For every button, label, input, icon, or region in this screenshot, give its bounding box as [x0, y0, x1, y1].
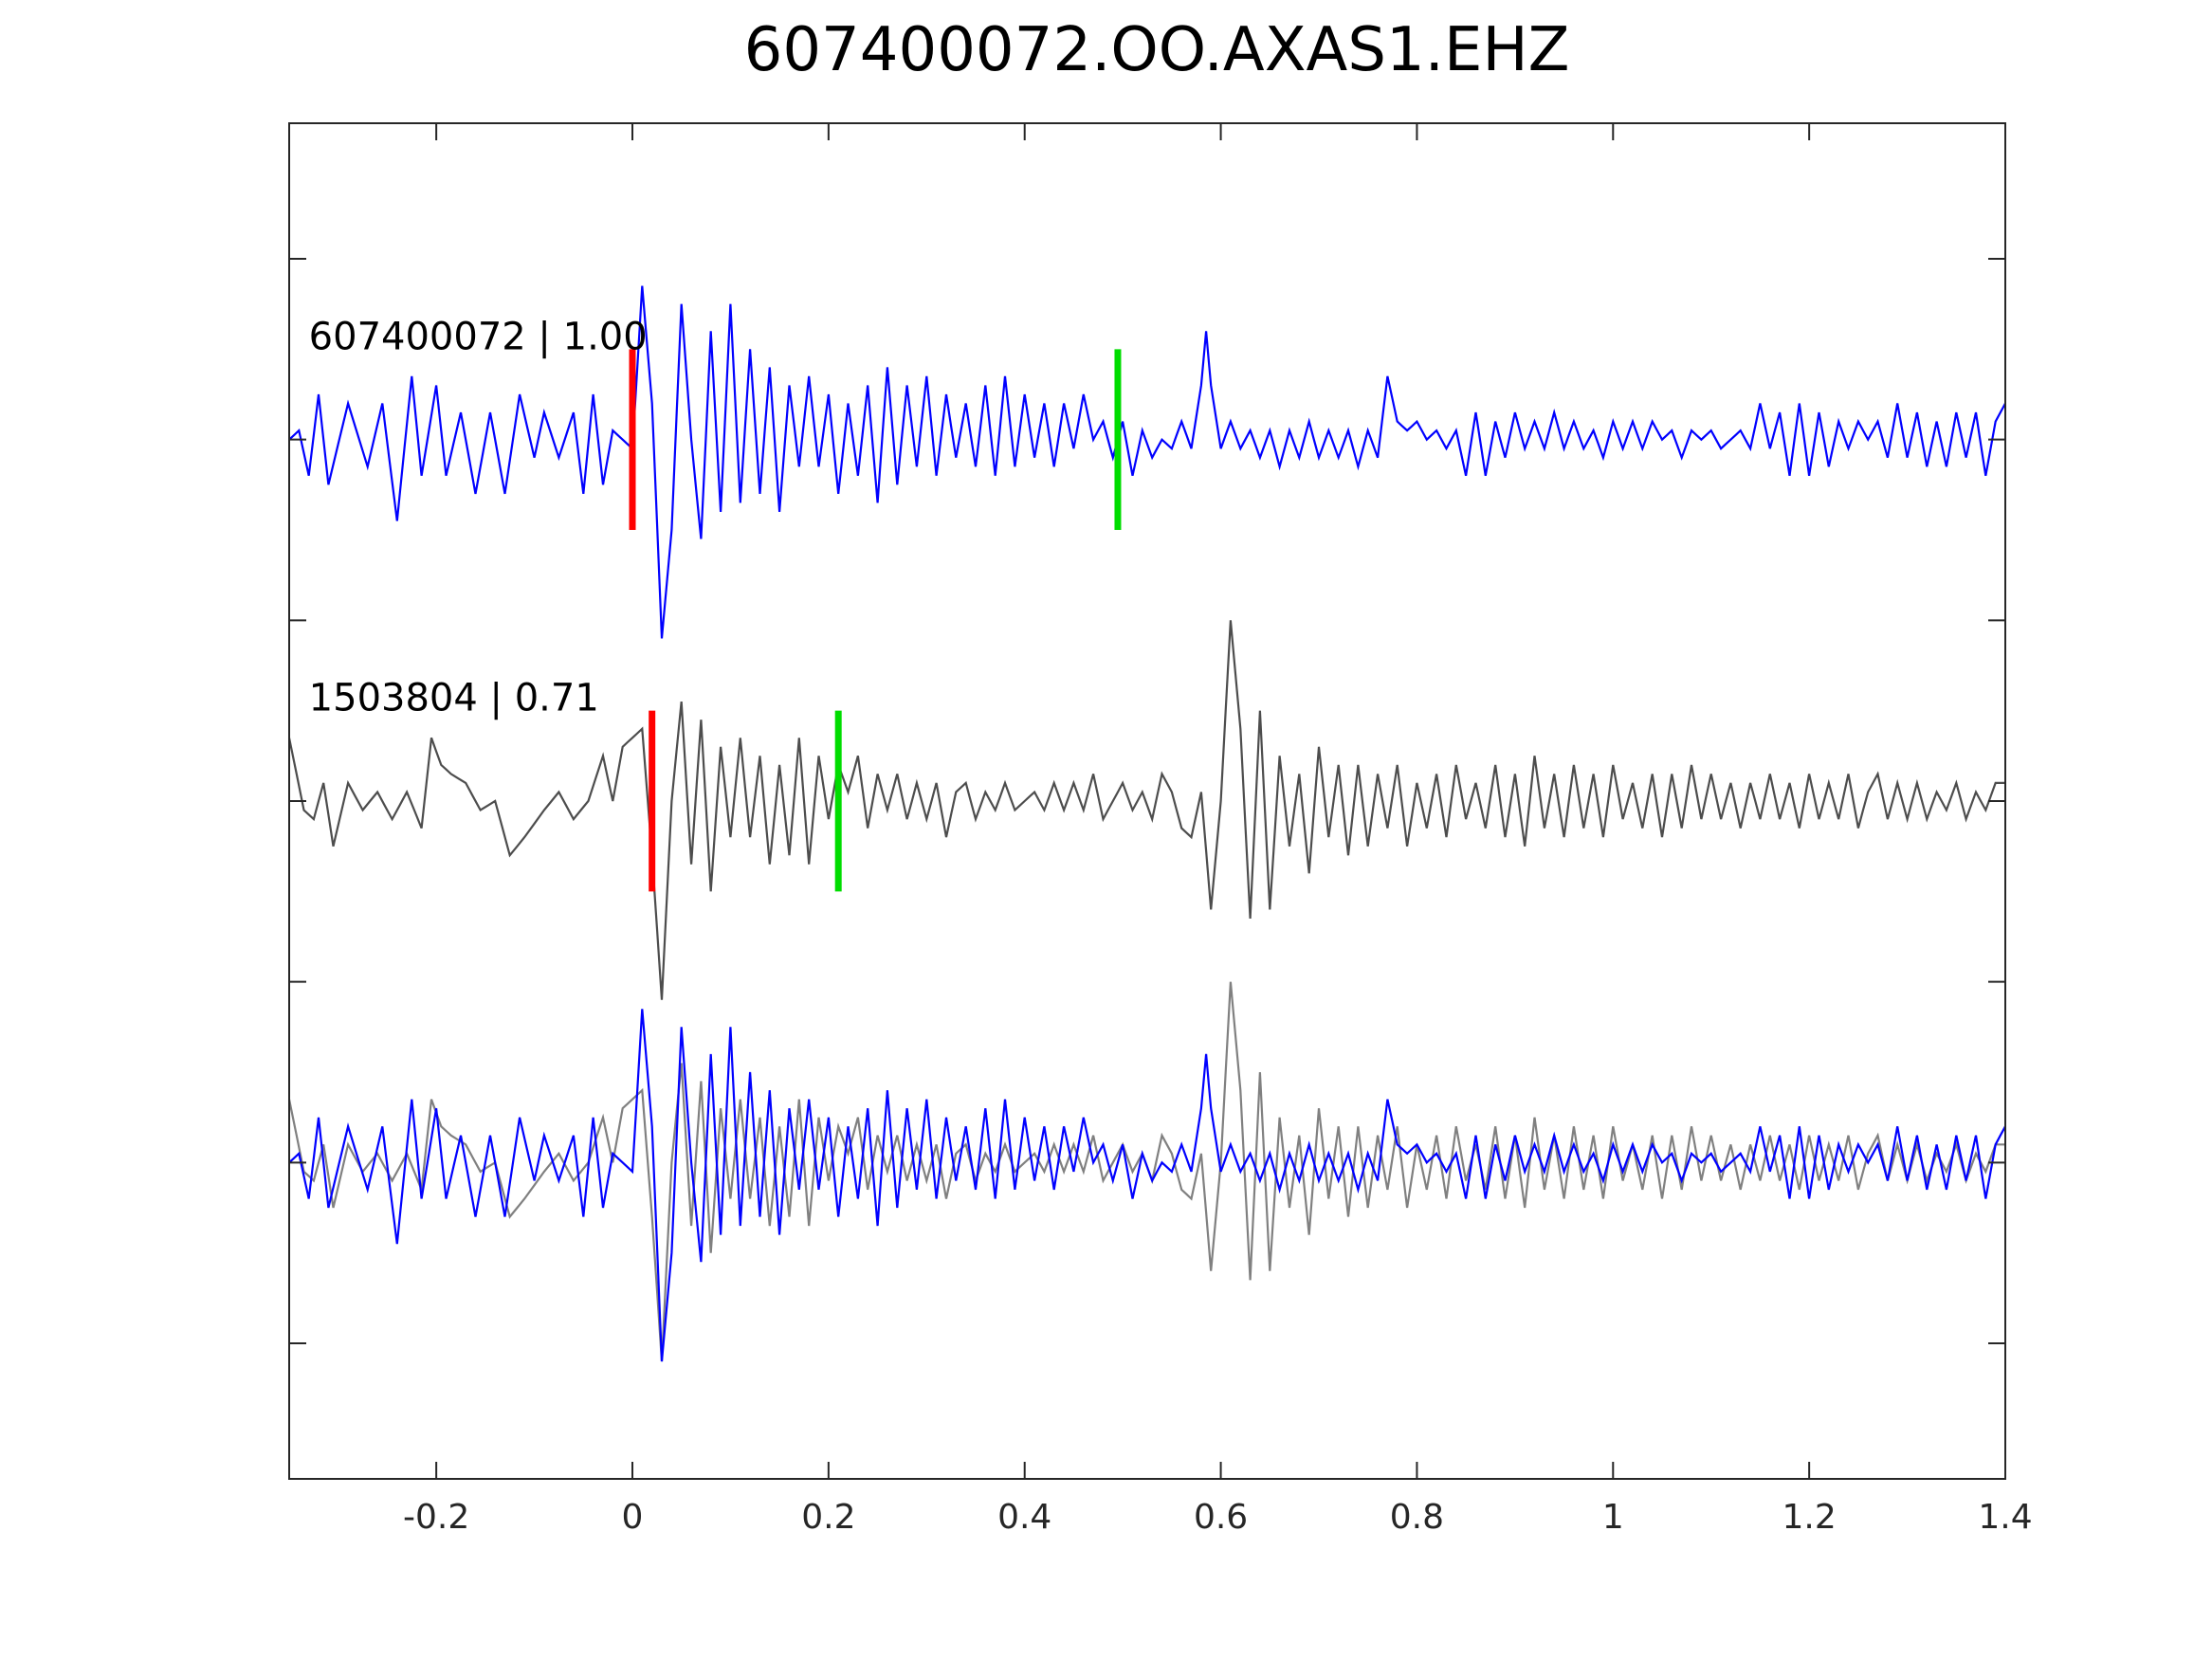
- overlay-template-waveform: [288, 1009, 2006, 1362]
- x-tick-label: 1: [1602, 1498, 1624, 1537]
- trace-waveform-0: [288, 285, 2006, 639]
- x-tick-label: 1.4: [1978, 1498, 2032, 1537]
- x-tick-label: -0.2: [403, 1498, 469, 1537]
- y-axis: [289, 258, 2005, 1344]
- x-tick-label: 0.2: [801, 1498, 855, 1537]
- plot-area: 607400072 | 1.00 1503804 | 0.71: [287, 285, 2006, 1362]
- x-tick-label: 0.8: [1390, 1498, 1444, 1537]
- x-tick-label: 0: [622, 1498, 644, 1537]
- trace-label-0: 607400072 | 1.00: [309, 315, 648, 358]
- x-tick-label: 0.4: [997, 1498, 1051, 1537]
- x-tick-label: 0.6: [1194, 1498, 1248, 1537]
- chart-title: 607400072.OO.AXAS1.EHZ: [744, 15, 1570, 85]
- x-axis: -0.2 0 0.2 0.4 0.6 0.8 1 1.2 1.4: [403, 123, 2033, 1537]
- x-tick-label: 1.2: [1782, 1498, 1837, 1537]
- axes-box: [288, 122, 2006, 1480]
- trace-label-1: 1503804 | 0.71: [309, 677, 599, 720]
